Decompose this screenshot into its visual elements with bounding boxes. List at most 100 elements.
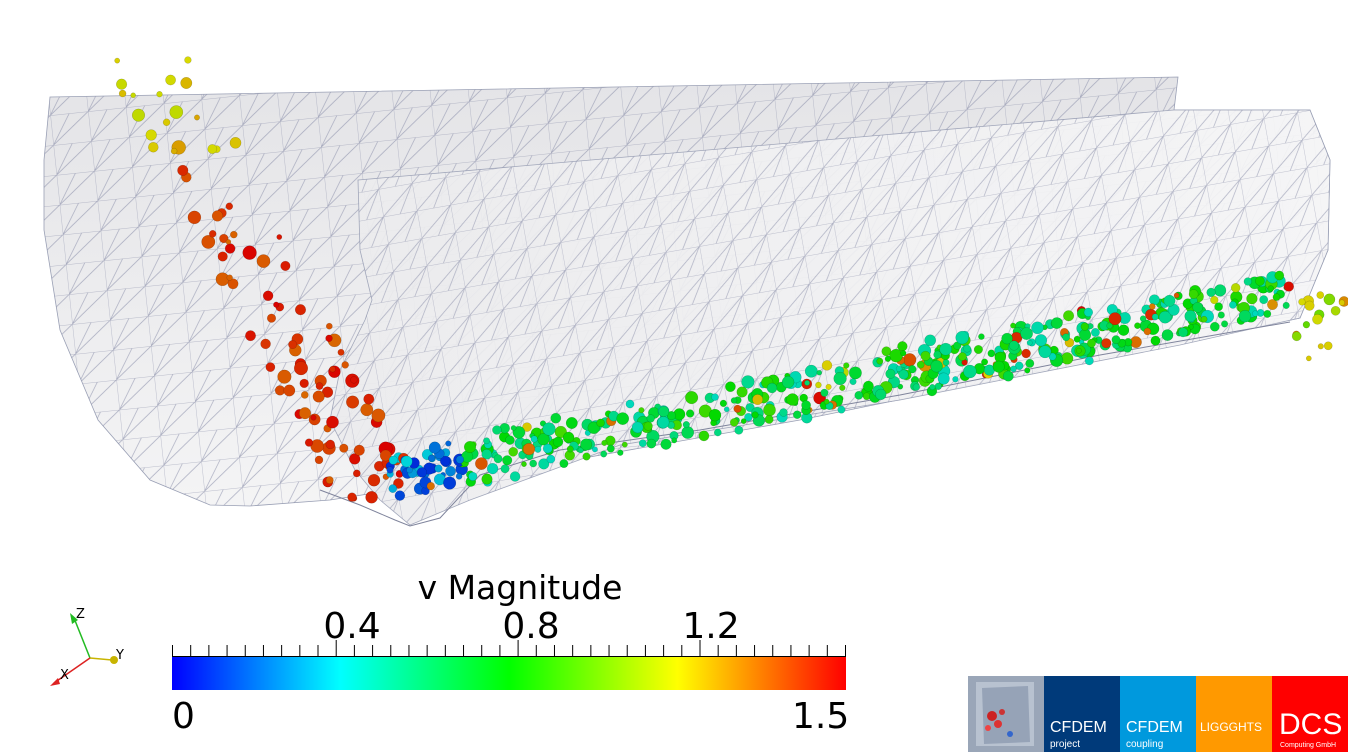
particle xyxy=(937,372,950,385)
particle xyxy=(352,469,361,478)
particle xyxy=(987,349,996,358)
particle xyxy=(426,481,435,491)
particle xyxy=(325,322,333,330)
particle xyxy=(483,437,491,445)
particle xyxy=(820,388,829,397)
particle xyxy=(885,368,896,379)
particle xyxy=(895,365,903,372)
particle xyxy=(227,278,239,290)
particle xyxy=(582,452,591,461)
particle xyxy=(1192,301,1204,313)
particle xyxy=(379,449,392,462)
particle xyxy=(353,444,365,456)
particle xyxy=(1001,332,1013,345)
particle xyxy=(211,210,224,222)
particle xyxy=(963,364,977,379)
particle xyxy=(388,455,398,465)
particle xyxy=(288,340,298,350)
particle xyxy=(1298,298,1306,306)
particle xyxy=(631,421,644,434)
particle xyxy=(606,444,615,453)
particle xyxy=(566,445,574,453)
particle xyxy=(729,418,739,427)
particle xyxy=(445,465,456,477)
particle xyxy=(725,381,736,393)
particle xyxy=(552,436,564,448)
particle xyxy=(180,77,193,89)
particle xyxy=(325,334,333,342)
particle xyxy=(510,425,517,431)
particle xyxy=(145,129,157,141)
particle xyxy=(643,421,653,431)
particle xyxy=(538,458,550,470)
particle xyxy=(349,453,361,465)
particle xyxy=(445,440,452,447)
particle xyxy=(601,439,608,446)
particle xyxy=(849,378,857,386)
particle xyxy=(638,407,645,414)
particle xyxy=(229,136,242,149)
particle xyxy=(924,334,937,347)
particle xyxy=(741,375,755,389)
particle xyxy=(1163,294,1176,307)
particle xyxy=(763,403,776,417)
particle xyxy=(559,459,569,469)
particle xyxy=(1267,299,1278,311)
particle xyxy=(1312,313,1323,325)
particle xyxy=(1338,299,1346,306)
particle xyxy=(1158,310,1172,324)
particle xyxy=(363,393,375,405)
particle xyxy=(1323,341,1333,351)
particle xyxy=(1238,309,1252,323)
particle xyxy=(1050,317,1063,329)
particle xyxy=(587,421,601,435)
particle xyxy=(804,364,818,378)
particle xyxy=(685,409,695,418)
particle xyxy=(1283,281,1294,292)
particle xyxy=(455,455,465,464)
particle xyxy=(207,144,218,154)
simulation-thumbnail xyxy=(968,676,1044,752)
particle xyxy=(1282,301,1290,309)
particle xyxy=(1200,315,1208,323)
particle xyxy=(912,383,920,391)
particle xyxy=(1101,338,1112,349)
particle xyxy=(1008,340,1020,351)
particle xyxy=(920,350,931,361)
colorbar-max-label: 1.5 xyxy=(792,696,850,737)
particle xyxy=(723,406,730,413)
particle xyxy=(170,147,178,155)
particle xyxy=(165,74,176,86)
particle xyxy=(314,455,324,465)
particle xyxy=(224,243,236,254)
particle xyxy=(1323,293,1336,306)
particle xyxy=(310,414,317,421)
particle xyxy=(1206,287,1216,298)
particle xyxy=(347,492,357,502)
particle xyxy=(973,344,983,355)
particle xyxy=(266,313,277,323)
particle xyxy=(734,425,744,435)
particle xyxy=(508,446,519,457)
particle xyxy=(406,466,413,474)
particle xyxy=(1229,301,1237,309)
particle xyxy=(562,431,575,444)
particle xyxy=(1020,327,1033,340)
particle xyxy=(1010,322,1017,329)
particle xyxy=(468,471,478,481)
particle xyxy=(685,391,699,405)
axis-y-label: Y xyxy=(116,648,124,663)
particle xyxy=(350,376,358,384)
particle xyxy=(304,438,314,447)
particle xyxy=(162,118,171,127)
particle xyxy=(658,406,670,418)
particle xyxy=(837,405,846,414)
particle xyxy=(815,381,822,389)
particle xyxy=(537,433,550,446)
particle xyxy=(1274,270,1285,281)
particle xyxy=(752,394,764,406)
particle xyxy=(942,359,950,366)
particle xyxy=(821,360,833,371)
particle xyxy=(708,408,722,422)
particle xyxy=(764,414,774,424)
